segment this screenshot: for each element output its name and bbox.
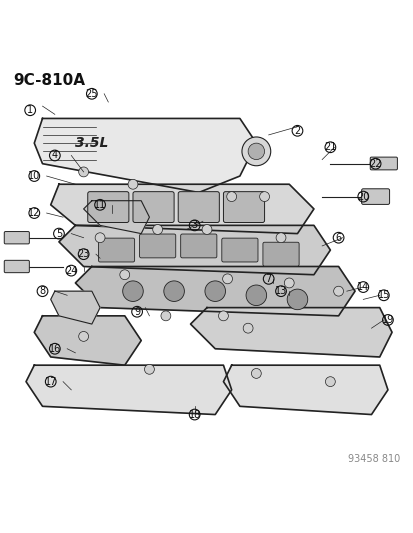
Text: 14: 14 — [356, 282, 368, 292]
Circle shape — [241, 137, 270, 166]
FancyBboxPatch shape — [98, 238, 134, 262]
Circle shape — [247, 143, 264, 159]
Circle shape — [95, 233, 105, 243]
Text: 22: 22 — [368, 159, 381, 168]
Circle shape — [259, 192, 269, 201]
Text: 21: 21 — [323, 142, 336, 152]
Polygon shape — [26, 365, 231, 415]
Text: 9: 9 — [134, 306, 140, 317]
Text: 3: 3 — [191, 220, 197, 230]
Circle shape — [222, 274, 232, 284]
Text: 12: 12 — [28, 208, 40, 218]
Polygon shape — [223, 365, 387, 415]
Text: 5: 5 — [56, 229, 62, 239]
Circle shape — [161, 311, 171, 321]
Polygon shape — [51, 184, 313, 233]
FancyBboxPatch shape — [223, 192, 264, 222]
Polygon shape — [59, 225, 330, 274]
FancyBboxPatch shape — [139, 234, 176, 258]
Circle shape — [164, 281, 184, 302]
Text: 16: 16 — [49, 344, 61, 354]
Polygon shape — [51, 291, 100, 324]
Text: 20: 20 — [356, 191, 368, 201]
Text: 7: 7 — [265, 274, 271, 284]
Polygon shape — [190, 308, 391, 357]
FancyBboxPatch shape — [88, 192, 128, 222]
Text: 8: 8 — [39, 286, 45, 296]
FancyBboxPatch shape — [178, 192, 219, 222]
Circle shape — [128, 179, 138, 189]
Circle shape — [251, 368, 261, 378]
Text: 23: 23 — [77, 249, 90, 259]
Circle shape — [218, 311, 228, 321]
Text: 15: 15 — [377, 290, 389, 300]
Circle shape — [204, 281, 225, 302]
Circle shape — [144, 365, 154, 374]
FancyBboxPatch shape — [221, 238, 257, 262]
Circle shape — [78, 332, 88, 341]
Text: 3.5L: 3.5L — [75, 136, 108, 150]
Text: 1: 1 — [27, 105, 33, 115]
FancyBboxPatch shape — [369, 157, 396, 170]
Circle shape — [333, 286, 343, 296]
Text: 9C-810A: 9C-810A — [14, 73, 85, 88]
Circle shape — [287, 289, 307, 310]
Circle shape — [78, 167, 88, 177]
Circle shape — [275, 233, 285, 243]
Text: 25: 25 — [85, 89, 98, 99]
FancyBboxPatch shape — [4, 231, 29, 244]
FancyBboxPatch shape — [180, 234, 216, 258]
FancyBboxPatch shape — [361, 189, 389, 204]
Text: 2: 2 — [294, 126, 300, 136]
Circle shape — [122, 281, 143, 302]
Text: 17: 17 — [45, 377, 57, 386]
Circle shape — [245, 285, 266, 305]
FancyBboxPatch shape — [262, 242, 298, 266]
Text: 4: 4 — [52, 150, 58, 160]
Text: 19: 19 — [381, 315, 393, 325]
FancyBboxPatch shape — [133, 192, 174, 222]
Circle shape — [202, 224, 211, 235]
Circle shape — [119, 270, 129, 280]
Text: 6: 6 — [335, 233, 341, 243]
Text: 18: 18 — [188, 409, 200, 419]
Polygon shape — [83, 201, 149, 233]
FancyBboxPatch shape — [4, 260, 29, 273]
Text: 93458 810: 93458 810 — [347, 454, 399, 464]
Polygon shape — [34, 118, 256, 192]
Circle shape — [242, 323, 252, 333]
Circle shape — [284, 278, 294, 288]
Text: 11: 11 — [94, 200, 106, 210]
Circle shape — [226, 192, 236, 201]
Text: 13: 13 — [274, 286, 287, 296]
Circle shape — [152, 224, 162, 235]
Text: 24: 24 — [65, 265, 77, 276]
Circle shape — [325, 377, 335, 386]
Polygon shape — [34, 316, 141, 365]
Text: 10: 10 — [28, 171, 40, 181]
Polygon shape — [75, 266, 354, 316]
